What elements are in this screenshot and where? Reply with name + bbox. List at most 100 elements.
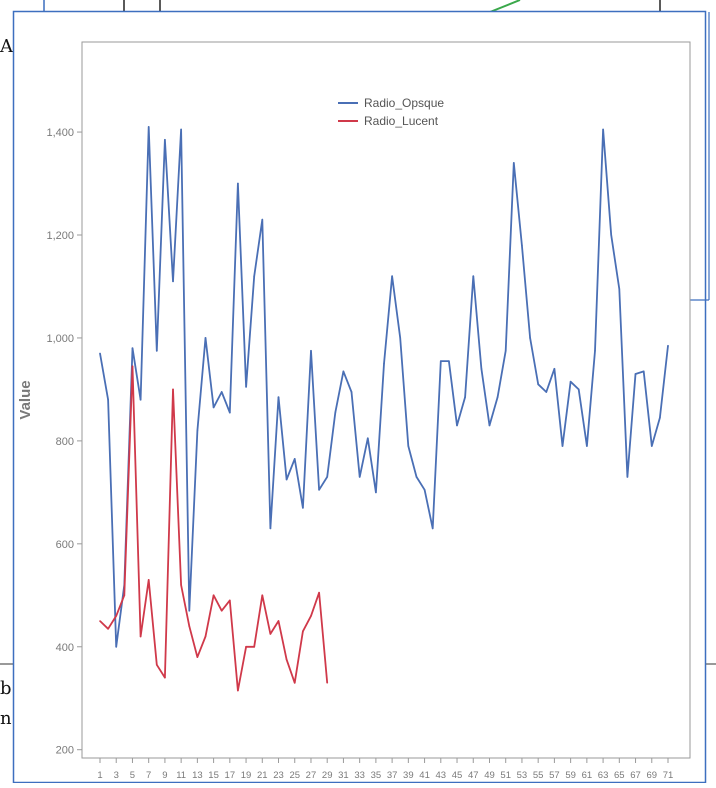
data-point-0-48 (481, 368, 483, 370)
x-tick-label-27: 27 (306, 770, 317, 781)
data-point-0-2 (107, 399, 109, 401)
x-tick-label-5: 5 (130, 770, 135, 781)
data-point-0-58 (562, 445, 564, 447)
data-point-1-21 (261, 594, 263, 596)
x-tick-label-43: 43 (436, 770, 447, 781)
data-point-1-6 (140, 636, 142, 638)
data-point-0-54 (529, 337, 531, 339)
x-tick-label-53: 53 (517, 770, 528, 781)
data-point-0-41 (424, 489, 426, 491)
x-tick-label-7: 7 (146, 770, 151, 781)
data-point-0-55 (537, 383, 539, 385)
data-point-1-3 (115, 615, 117, 617)
x-tick-label-41: 41 (419, 770, 430, 781)
y-tick-label-200: 200 (56, 745, 74, 757)
data-point-0-45 (456, 425, 458, 427)
data-point-1-2 (107, 628, 109, 630)
data-point-0-66 (627, 476, 629, 478)
x-tick-label-57: 57 (549, 770, 560, 781)
data-point-0-65 (619, 288, 621, 290)
data-point-0-12 (188, 610, 190, 612)
data-point-1-8 (156, 664, 158, 666)
data-point-0-11 (180, 129, 182, 131)
data-point-0-60 (578, 389, 580, 391)
data-point-0-30 (335, 412, 337, 414)
x-tick-label-51: 51 (500, 770, 511, 781)
data-point-1-13 (197, 656, 199, 658)
data-point-0-51 (505, 350, 507, 352)
x-tick-label-45: 45 (452, 770, 463, 781)
data-point-0-40 (416, 476, 418, 478)
data-point-0-22 (270, 528, 272, 530)
y-tick-label-1400: 1,400 (46, 127, 74, 139)
data-point-0-61 (586, 445, 588, 447)
x-tick-label-17: 17 (225, 770, 236, 781)
data-point-0-44 (448, 360, 450, 362)
data-point-1-14 (205, 636, 207, 638)
data-point-0-34 (367, 438, 369, 440)
y-tick-label-400: 400 (56, 642, 74, 654)
data-point-0-68 (643, 371, 645, 373)
x-tick-label-63: 63 (598, 770, 609, 781)
data-point-1-22 (270, 633, 272, 635)
data-point-0-47 (472, 275, 474, 277)
x-tick-label-9: 9 (162, 770, 167, 781)
data-point-0-53 (521, 244, 523, 246)
y-tick-label-1000: 1,000 (46, 333, 74, 345)
x-tick-label-3: 3 (114, 770, 119, 781)
data-point-1-11 (180, 584, 182, 586)
y-axis-label: Value (17, 380, 34, 419)
x-tick-label-13: 13 (192, 770, 203, 781)
data-point-1-1 (99, 620, 101, 622)
x-tick-label-21: 21 (257, 770, 268, 781)
data-point-1-15 (213, 594, 215, 596)
data-point-1-4 (124, 594, 126, 596)
data-point-0-50 (497, 396, 499, 398)
x-tick-label-37: 37 (387, 770, 398, 781)
data-point-0-49 (489, 425, 491, 427)
data-point-0-64 (610, 234, 612, 236)
x-tick-label-71: 71 (663, 770, 674, 781)
data-point-0-63 (602, 129, 604, 131)
data-point-1-26 (302, 631, 304, 633)
x-tick-label-65: 65 (614, 770, 625, 781)
y-tick-label-1200: 1,200 (46, 230, 74, 242)
data-point-1-10 (172, 389, 174, 391)
data-point-0-29 (326, 476, 328, 478)
x-tick-label-69: 69 (646, 770, 657, 781)
data-point-0-16 (221, 391, 223, 393)
data-point-0-8 (156, 350, 158, 352)
y-tick-label-600: 600 (56, 539, 74, 551)
data-point-0-69 (651, 445, 653, 447)
data-point-0-52 (513, 162, 515, 164)
legend-label-1: Radio_Lucent (364, 114, 439, 128)
x-tick-label-11: 11 (176, 770, 186, 781)
data-point-0-3 (115, 646, 117, 648)
data-point-1-23 (278, 620, 280, 622)
data-point-1-5 (132, 365, 134, 367)
data-point-0-10 (172, 281, 174, 283)
x-tick-label-29: 29 (322, 770, 333, 781)
data-point-0-18 (237, 183, 239, 185)
y-tick-label-800: 800 (56, 436, 74, 448)
x-tick-label-1: 1 (97, 770, 102, 781)
x-tick-label-61: 61 (582, 770, 593, 781)
legend-label-0: Radio_Opsque (364, 96, 444, 110)
data-point-0-25 (294, 458, 296, 460)
x-tick-label-23: 23 (273, 770, 284, 781)
data-point-0-31 (343, 371, 345, 373)
x-tick-label-19: 19 (241, 770, 252, 781)
data-point-0-37 (391, 275, 393, 277)
data-point-0-14 (205, 337, 207, 339)
data-point-1-18 (237, 690, 239, 692)
data-point-0-13 (197, 430, 199, 432)
data-point-0-62 (594, 350, 596, 352)
data-point-0-23 (278, 396, 280, 398)
data-point-0-28 (318, 489, 320, 491)
data-point-1-27 (310, 615, 312, 617)
data-point-0-36 (383, 363, 385, 365)
data-point-0-42 (432, 528, 434, 530)
data-point-0-70 (659, 417, 661, 419)
data-point-0-1 (99, 353, 101, 355)
